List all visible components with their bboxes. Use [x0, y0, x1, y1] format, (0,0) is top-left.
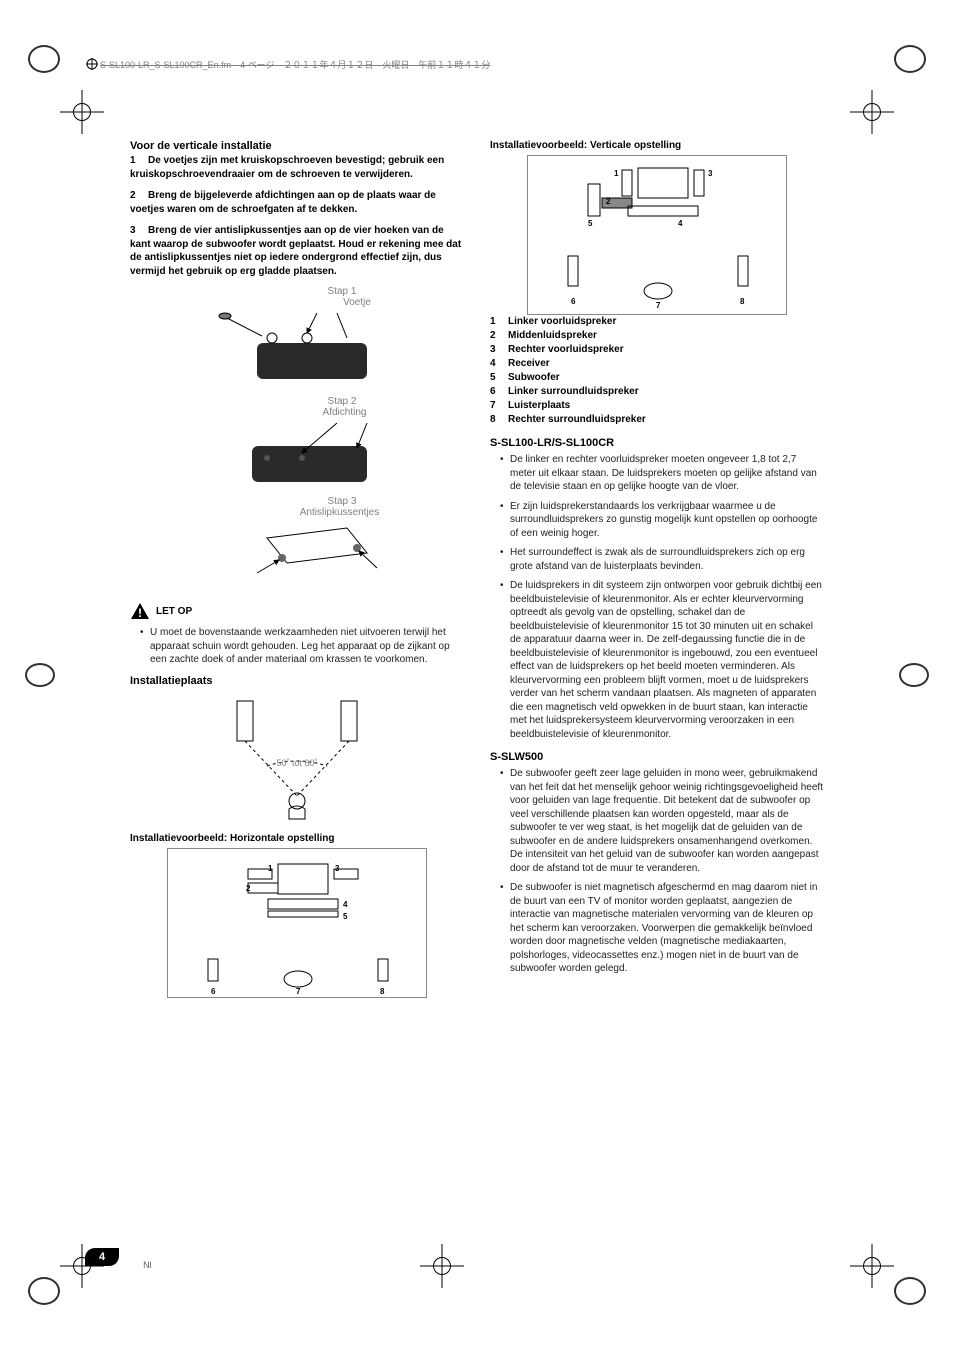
crosshair-icon	[850, 1244, 894, 1288]
svg-text:7: 7	[656, 301, 661, 310]
svg-text:2: 2	[246, 884, 251, 893]
figure-caption: Stap 2	[220, 396, 464, 407]
figure-verticale: 1 2 3 4 5 6 7 8	[490, 155, 824, 315]
page-lang: Nl	[143, 1260, 152, 1270]
legend-item: 8Rechter surroundluidspreker	[490, 413, 824, 427]
svg-text:8: 8	[380, 987, 385, 996]
step-body: Breng de vier antislipkussentjes aan op …	[130, 225, 461, 277]
figure-installatieplaats: 50˚ tot 60˚	[130, 691, 464, 821]
figure-label: Antislipkussentjes	[215, 507, 464, 518]
antislip-diagram	[207, 518, 387, 588]
svg-text:1: 1	[614, 169, 619, 178]
warning-label: LET OP	[156, 606, 192, 617]
warning-item: U moet de bovenstaande werkzaamheden nie…	[140, 626, 464, 667]
figure-horizontale: 1 2 3 4 5 6 7 8	[130, 848, 464, 998]
heading-model-2: S-SLW500	[490, 751, 824, 763]
figure-caption: Stap 3	[220, 496, 464, 507]
legend-item: 7Luisterplaats	[490, 399, 824, 413]
svg-text:!: !	[138, 606, 142, 620]
page-content: Voor de verticale installatie 1De voetje…	[130, 140, 824, 998]
heading-horizontale: Installatievoorbeeld: Horizontale opstel…	[130, 833, 464, 844]
figure-stap-1: Stap 1 Voetje	[130, 286, 464, 388]
registration-mark	[899, 663, 929, 687]
heading-model-1: S-SL100-LR/S-SL100CR	[490, 437, 824, 449]
right-column: Installatievoorbeeld: Verticale opstelli…	[490, 140, 824, 998]
crosshair-icon	[850, 90, 894, 134]
svg-text:6: 6	[211, 987, 216, 996]
list-item: De subwoofer geeft zeer lage geluiden in…	[500, 767, 824, 875]
registration-mark	[894, 45, 926, 73]
step-number: 1	[130, 154, 148, 168]
step-number: 2	[130, 189, 148, 203]
page-header-line: S-SL100-LR_S-SL100CR_En.fm 4 ページ ２０１１年４月…	[100, 58, 490, 71]
legend-item: 5Subwoofer	[490, 371, 824, 385]
crosshair-icon	[420, 1244, 464, 1288]
placement-diagram: 50˚ tot 60˚	[197, 691, 397, 821]
legend-item: 6Linker surroundluidspreker	[490, 385, 824, 399]
svg-text:3: 3	[335, 864, 340, 873]
heading-verticale-opstelling: Installatievoorbeeld: Verticale opstelli…	[490, 140, 824, 151]
afdichting-diagram	[207, 418, 387, 488]
list-item: Er zijn luidsprekerstandaards los verkri…	[500, 500, 824, 541]
legend-item: 1Linker voorluidspreker	[490, 315, 824, 329]
figure-stap-2: Stap 2 Afdichting	[130, 396, 464, 488]
figure-label: Afdichting	[225, 407, 464, 418]
page-footer: 4 Nl	[85, 1244, 152, 1270]
step-number: 3	[130, 224, 148, 238]
crosshair-icon	[60, 90, 104, 134]
list-item: De linker en rechter voorluidspreker moe…	[500, 453, 824, 494]
step-body: Breng de bijgeleverde afdichtingen aan o…	[130, 190, 436, 215]
crosshair-small-icon	[86, 58, 98, 70]
list-item: De luidsprekers in dit systeem zijn ontw…	[500, 579, 824, 741]
warning-list: U moet de bovenstaande werkzaamheden nie…	[130, 626, 464, 667]
heading-installatieplaats: Installatieplaats	[130, 675, 464, 687]
svg-text:5: 5	[343, 912, 348, 921]
svg-text:2: 2	[606, 197, 611, 206]
figure-label: Voetje	[250, 297, 464, 308]
step-2: 2Breng de bijgeleverde afdichtingen aan …	[130, 189, 464, 216]
vertical-layout-diagram: 1 2 3 4 5 6 7 8	[527, 155, 787, 315]
list-item: De subwoofer is niet magnetisch afgesche…	[500, 881, 824, 976]
heading-verticale-installatie: Voor de verticale installatie	[130, 140, 464, 152]
legend-item: 3Rechter voorluidspreker	[490, 343, 824, 357]
legend-item: 4Receiver	[490, 357, 824, 371]
left-column: Voor de verticale installatie 1De voetje…	[130, 140, 464, 998]
list-item: Het surroundeffect is zwak als de surrou…	[500, 546, 824, 573]
registration-mark	[894, 1277, 926, 1305]
step-3: 3Breng de vier antislipkussentjes aan op…	[130, 224, 464, 278]
svg-text:6: 6	[571, 297, 576, 306]
step-body: De voetjes zijn met kruiskopschroeven be…	[130, 155, 444, 180]
horizontal-layout-diagram: 1 2 3 4 5 6 7 8	[167, 848, 427, 998]
svg-text:7: 7	[296, 987, 301, 996]
svg-text:3: 3	[708, 169, 713, 178]
model2-list: De subwoofer geeft zeer lage geluiden in…	[490, 767, 824, 976]
svg-text:8: 8	[740, 297, 745, 306]
figure-caption: Stap 1	[220, 286, 464, 297]
angle-text: 50˚ tot 60˚	[276, 758, 317, 768]
svg-text:5: 5	[588, 219, 593, 228]
svg-text:1: 1	[268, 864, 273, 873]
registration-mark	[25, 663, 55, 687]
registration-mark	[28, 45, 60, 73]
voetje-diagram	[207, 308, 387, 388]
svg-text:4: 4	[343, 900, 348, 909]
page-number: 4	[85, 1248, 119, 1266]
legend-item: 2Middenluidspreker	[490, 329, 824, 343]
warning-icon: !	[130, 602, 150, 620]
figure-stap-3: Stap 3 Antislipkussentjes	[130, 496, 464, 588]
registration-mark	[28, 1277, 60, 1305]
model1-list: De linker en rechter voorluidspreker moe…	[490, 453, 824, 741]
warning-row: ! LET OP	[130, 602, 464, 620]
svg-text:4: 4	[678, 219, 683, 228]
step-1: 1De voetjes zijn met kruiskopschroeven b…	[130, 154, 464, 181]
legend-list: 1Linker voorluidspreker 2Middenluidsprek…	[490, 315, 824, 427]
